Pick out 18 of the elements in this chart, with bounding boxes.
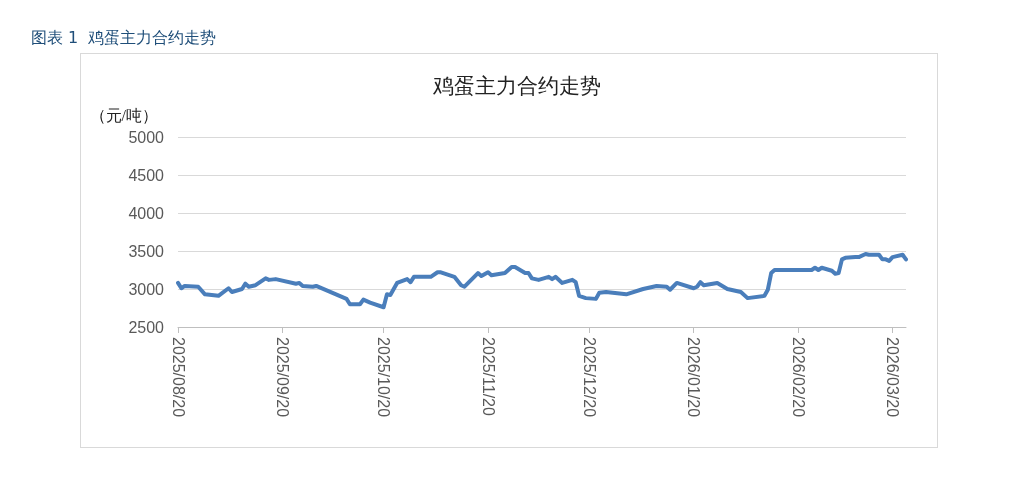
y-tick-label: 3500: [128, 242, 165, 260]
x-tick-label: 2025/08/20: [169, 337, 187, 418]
y-tick-label: 2500: [128, 318, 165, 336]
x-tick-label: 2025/09/20: [273, 337, 291, 418]
y-tick-label: 4500: [128, 166, 165, 184]
chart-title: 鸡蛋主力合约走势: [432, 73, 601, 98]
y-tick-label: 4000: [128, 204, 165, 222]
x-tick-label: 2025/11/20: [479, 337, 497, 416]
y-tick-label: 5000: [128, 128, 165, 146]
y-axis-title: （元/吨）: [89, 106, 158, 124]
line-series: [176, 252, 908, 310]
x-tick-label: 2026/02/20: [789, 337, 807, 418]
text: 图表 1 鸡蛋主力合约走势: [31, 27, 217, 47]
x-tick-label: 2025/10/20: [375, 337, 393, 418]
y-tick-label: 3000: [128, 280, 165, 298]
x-tick-label: 2025/12/20: [580, 337, 598, 418]
x-tick-label: 2026/01/20: [685, 337, 703, 418]
x-tick-label: 2026/03/20: [884, 337, 902, 418]
